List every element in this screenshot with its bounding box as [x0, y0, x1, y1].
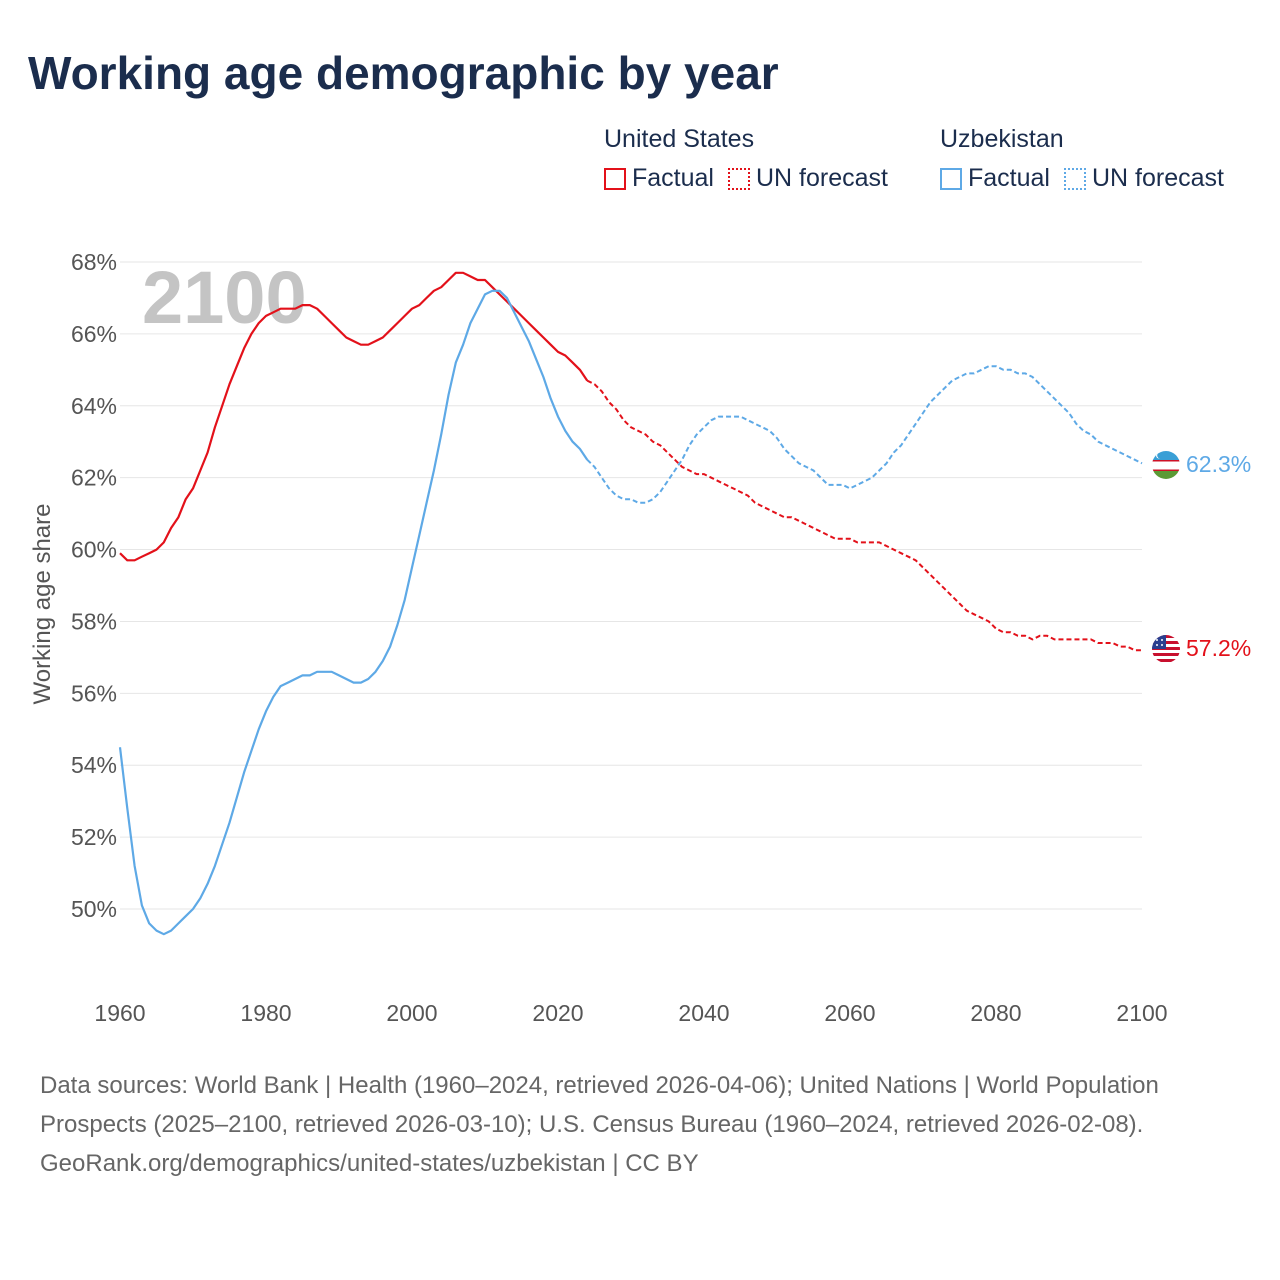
uzbekistan-end-value: 62.3% — [1186, 451, 1251, 477]
y-tick-label: 50% — [71, 896, 117, 922]
uzbekistan-factual-line — [118, 289, 589, 936]
united-states-flag-icon — [1152, 635, 1180, 663]
gridlines — [120, 261, 1142, 910]
footer: Data sources: World Bank | Health (1960–… — [40, 1066, 1240, 1183]
legend-us-factual[interactable]: Factual — [604, 164, 714, 193]
y-tick-label: 68% — [71, 249, 117, 275]
uzbekistan-forecast-line — [586, 365, 1143, 504]
line-chart: 2100 50% 52% 54% 56% 58% 60% 62% 64% 66% 68% 1960… — [29, 249, 1251, 1026]
y-tick-label: 52% — [71, 824, 117, 850]
legend-us-forecast[interactable]: UN forecast — [727, 164, 888, 193]
credit-link[interactable]: GeoRank.org/demographics/united-states/u… — [40, 1150, 699, 1177]
x-tick-label: 2040 — [678, 1000, 729, 1026]
legend-swatch-solid-blue — [940, 167, 962, 190]
legend-title-uzbekistan: Uzbekistan — [940, 125, 1064, 153]
legend-label: UN forecast — [1091, 164, 1224, 192]
y-tick-label: 66% — [71, 321, 117, 347]
data-sources: Data sources: World Bank | Health (1960–… — [40, 1072, 1159, 1138]
legend-uz-forecast[interactable]: UN forecast — [1063, 164, 1224, 193]
y-tick-label: 54% — [71, 752, 117, 778]
united-states-forecast-line — [586, 379, 1142, 652]
legend-swatch-solid-red — [604, 167, 626, 190]
legend-united-states: United States Factual UN forecast — [604, 122, 902, 193]
x-tick-label: 2000 — [386, 1000, 437, 1026]
x-tick-label: 1980 — [240, 1000, 291, 1026]
legend-label: UN forecast — [755, 164, 888, 192]
y-tick-label: 62% — [71, 465, 117, 491]
x-axis: 1960 1980 2000 2020 2040 2060 2080 2100 — [94, 1000, 1167, 1026]
y-axis: 50% 52% 54% 56% 58% 60% 62% 64% 66% 68% — [71, 249, 117, 922]
legend-label: Factual — [968, 164, 1050, 192]
x-tick-label: 2080 — [970, 1000, 1021, 1026]
legend-swatch-dotted-red — [727, 167, 750, 190]
y-tick-label: 56% — [71, 680, 117, 706]
legend-uzbekistan: Uzbekistan Factual UN forecast — [940, 122, 1224, 193]
x-tick-label: 2020 — [532, 1000, 583, 1026]
y-axis-label: Working age share — [29, 504, 56, 705]
legend-uz-factual[interactable]: Factual — [940, 164, 1050, 193]
y-tick-label: 64% — [71, 393, 117, 419]
uzbekistan-flag-icon — [1152, 451, 1180, 479]
y-tick-label: 60% — [71, 537, 117, 563]
legend-swatch-dotted-blue — [1063, 167, 1086, 190]
y-tick-label: 58% — [71, 608, 117, 634]
series-lines — [118, 271, 1143, 936]
chart-title: Working age demographic by year — [28, 47, 779, 99]
legend-title-united-states: United States — [604, 125, 755, 153]
united-states-end-value: 57.2% — [1186, 635, 1251, 661]
x-tick-label: 2100 — [1116, 1000, 1167, 1026]
x-tick-label: 2060 — [824, 1000, 875, 1026]
x-tick-label: 1960 — [94, 1000, 145, 1026]
year-watermark: 2100 — [142, 256, 307, 339]
legend-label: Factual — [632, 164, 714, 192]
